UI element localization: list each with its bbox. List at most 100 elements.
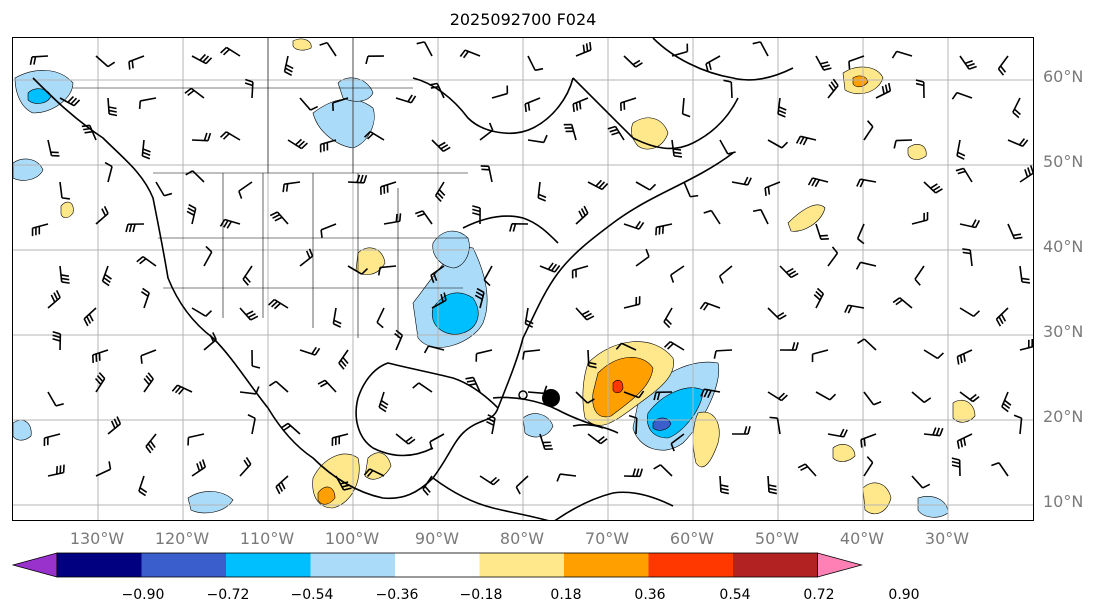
wind-barb: [155, 181, 165, 197]
wind-barb: [59, 265, 63, 282]
wind-barb: [287, 422, 301, 435]
wind-barb: [635, 417, 638, 435]
wind-barb-feather: [595, 179, 602, 187]
wind-barb: [140, 349, 157, 357]
wind-barb: [760, 209, 769, 225]
coast-east: [497, 152, 734, 409]
wind-barb: [539, 265, 556, 273]
coast-cuba: [492, 396, 604, 429]
wind-barb-feather: [333, 323, 342, 328]
wind-barb-feather: [280, 422, 289, 429]
wind-barb-feather: [203, 132, 208, 141]
wind-barb-feather: [483, 279, 491, 287]
coastlines: [32, 38, 794, 520]
wind-barb-feather: [274, 216, 283, 222]
wind-barb-feather: [103, 277, 111, 283]
wind-barb-feather: [356, 174, 361, 183]
wind-barb-feather: [632, 468, 637, 477]
wind-barb: [47, 471, 64, 477]
wind-barb-feather: [653, 464, 661, 470]
wind-barb-feather: [543, 134, 548, 143]
pos-region-nw-small: [292, 38, 312, 51]
wind-barb-feather: [378, 406, 387, 413]
wind-barb: [800, 135, 817, 141]
wind-barb-feather: [747, 177, 752, 186]
wind-barb-feather: [366, 132, 374, 140]
wind-barb: [767, 139, 783, 149]
wind-barb-feather: [343, 487, 352, 491]
wind-barb-feather: [524, 103, 527, 113]
wind-barb: [141, 139, 145, 156]
wind-barb: [875, 90, 891, 99]
wind-barb: [32, 223, 49, 229]
wind-barb-feather: [832, 78, 839, 87]
wind-barb-feather: [108, 106, 117, 110]
lat-lon-grid: [13, 38, 1033, 520]
wind-barb-feather: [247, 313, 256, 319]
wind-barb: [95, 212, 109, 225]
wind-barb: [515, 475, 529, 488]
wind-barb-feather: [405, 436, 413, 443]
wind-barb: [804, 463, 817, 477]
wind-barb-feather: [682, 113, 691, 118]
coast-labrador: [572, 77, 739, 150]
wind-barb-feather: [285, 183, 289, 192]
wind-barb-feather: [769, 416, 778, 419]
wind-barb-feather: [785, 267, 794, 274]
wind-barb-feather: [184, 87, 192, 94]
coast-gulf: [355, 362, 499, 457]
wind-barb-feather: [893, 140, 897, 149]
wind-barb: [239, 391, 256, 395]
wind-barb: [527, 55, 536, 71]
wind-barb-feather: [340, 481, 349, 485]
wind-barb-feather: [138, 490, 147, 497]
wind-barb: [59, 97, 75, 107]
wind-barb-feather: [319, 41, 328, 46]
wind-barb-feather: [966, 62, 975, 68]
wind-barb-feather: [284, 67, 293, 73]
wind-barb: [635, 181, 651, 191]
wind-barb-feather: [128, 223, 133, 233]
wind-barb-feather: [199, 461, 204, 470]
wind-barb: [320, 223, 337, 231]
colorbar-segment: [479, 553, 564, 577]
wind-barb-feather: [583, 205, 589, 214]
wind-barb-feather: [102, 280, 110, 287]
wind-barb: [395, 97, 412, 104]
wind-barb-feather: [186, 210, 195, 216]
wind-barbs: [29, 41, 1033, 497]
wind-barb-feather: [359, 174, 364, 183]
wind-barb-feather: [125, 224, 129, 233]
wind-barb-feather: [703, 209, 712, 214]
wind-barb-feather: [440, 294, 444, 303]
storm-marker-small: [518, 390, 528, 400]
wind-barb-feather: [935, 427, 941, 436]
wind-barb-feather: [915, 79, 924, 83]
wind-barb-feather: [269, 211, 278, 217]
wind-barb: [428, 345, 445, 351]
wind-barb-feather: [673, 148, 682, 151]
wind-barb-feather: [866, 456, 874, 464]
neg-region-gulf-core: [431, 292, 479, 335]
lat-label-30n: 30°N: [1043, 322, 1084, 341]
wind-barb: [192, 170, 205, 183]
wind-barb: [537, 181, 541, 198]
neg-region-e-pacific: [13, 419, 32, 441]
colorbar-segment: [226, 553, 311, 577]
wind-barb-feather: [131, 60, 134, 69]
colorbar-segment: [141, 553, 226, 577]
colorbar-tick: −0.54: [290, 587, 334, 603]
wind-barb-feather: [205, 310, 213, 317]
wind-barb-feather: [149, 440, 156, 448]
wind-barb: [764, 181, 781, 189]
wind-barb-feather: [791, 342, 796, 351]
wind-barb: [31, 55, 49, 58]
wind-barb-feather: [212, 332, 217, 341]
wind-barb: [1007, 139, 1024, 148]
wind-barb-feather: [83, 127, 92, 131]
wind-barb-feather: [88, 313, 94, 322]
wind-barb-feather: [859, 179, 865, 188]
wind-barb-feather: [380, 399, 389, 406]
wind-barb-feather: [509, 223, 513, 232]
wind-barb: [815, 55, 825, 71]
